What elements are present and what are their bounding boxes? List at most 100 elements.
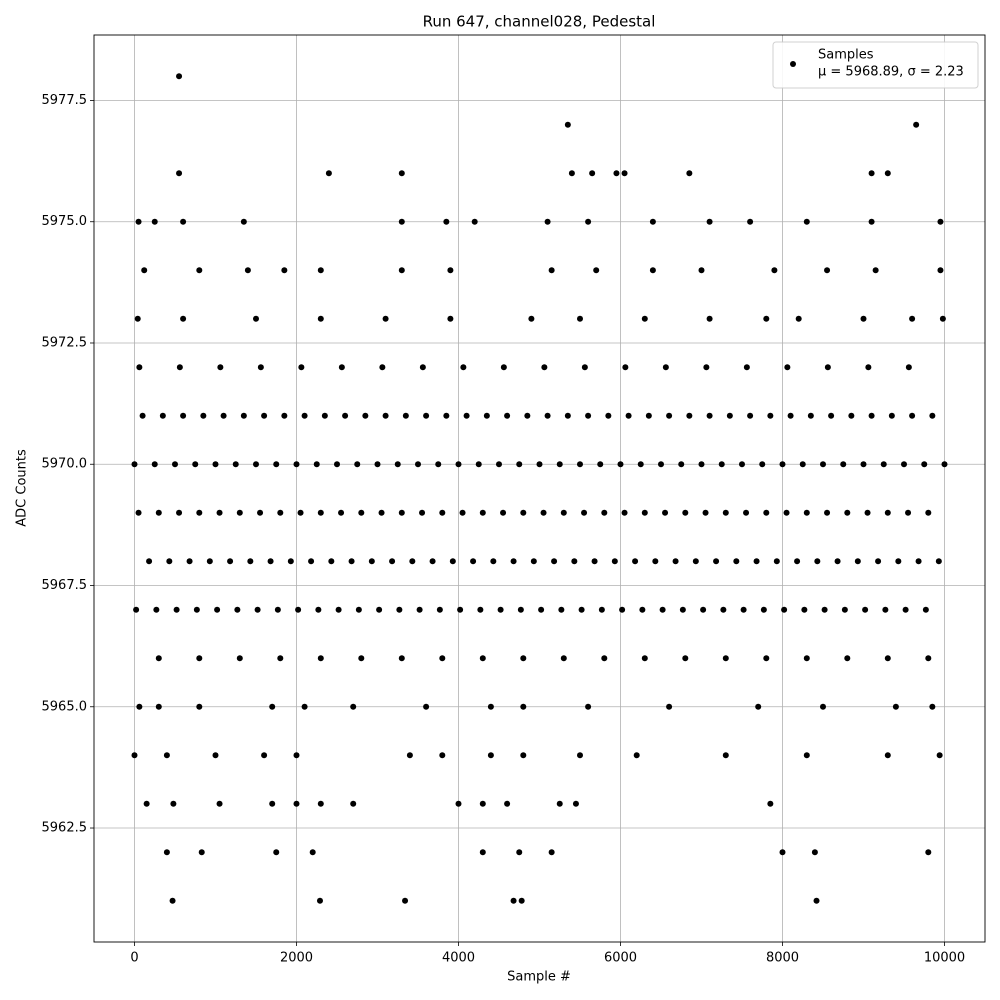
point [325, 170, 332, 177]
point [317, 655, 324, 662]
point [475, 461, 482, 468]
point [771, 267, 778, 274]
y-axis-label: ADC Counts [15, 449, 30, 527]
point [490, 558, 497, 565]
point [193, 606, 200, 613]
point [633, 752, 640, 759]
point [308, 558, 315, 565]
point [641, 509, 648, 516]
point [706, 315, 713, 322]
point [293, 461, 300, 468]
point [261, 412, 268, 419]
point [196, 655, 203, 662]
point [747, 412, 754, 419]
point [755, 703, 762, 710]
point [398, 509, 405, 516]
point [939, 315, 946, 322]
point [172, 461, 178, 468]
point [659, 606, 666, 613]
point [520, 752, 527, 759]
point [510, 897, 517, 904]
point [872, 267, 879, 274]
point [781, 606, 788, 613]
point [902, 606, 909, 613]
point [439, 655, 446, 662]
point [834, 558, 841, 565]
x-axis-label: Sample # [507, 970, 571, 985]
point [864, 509, 871, 516]
point [362, 412, 369, 419]
point [257, 364, 264, 371]
point [811, 849, 818, 856]
point [176, 170, 183, 177]
point [479, 849, 486, 856]
point [247, 558, 254, 565]
point [637, 461, 644, 468]
point [698, 267, 705, 274]
point [658, 461, 664, 468]
point [155, 509, 162, 516]
point [622, 364, 629, 371]
point [317, 509, 324, 516]
y-tick-label: 5962.5 [42, 821, 88, 836]
point [824, 509, 831, 516]
point [619, 606, 626, 613]
point [180, 218, 187, 225]
point [743, 364, 750, 371]
point [813, 897, 820, 904]
point [192, 461, 199, 468]
point [500, 364, 507, 371]
point [649, 267, 656, 274]
point [449, 558, 456, 565]
point [155, 655, 162, 662]
point [269, 703, 276, 710]
point [820, 461, 826, 468]
point [196, 703, 203, 710]
x-tick-label: 10000 [924, 951, 965, 966]
point [865, 364, 872, 371]
point [170, 800, 177, 807]
point [929, 412, 936, 419]
point [216, 509, 223, 516]
point [136, 364, 143, 371]
point [538, 606, 545, 613]
point [293, 752, 300, 759]
point [888, 412, 895, 419]
point [686, 170, 693, 177]
point [309, 849, 316, 856]
point [621, 170, 628, 177]
point [611, 558, 618, 565]
point [598, 606, 605, 613]
point [153, 606, 160, 613]
point [159, 412, 166, 419]
point [821, 606, 828, 613]
point [672, 558, 679, 565]
point [295, 606, 302, 613]
point [722, 655, 729, 662]
point [338, 509, 345, 516]
point [253, 461, 259, 468]
point [334, 461, 340, 468]
point [913, 121, 920, 128]
point [921, 461, 928, 468]
point [682, 655, 689, 662]
point [807, 412, 814, 419]
point [617, 461, 624, 468]
y-tick-label: 5967.5 [42, 578, 88, 593]
point [439, 752, 446, 759]
point [779, 461, 786, 468]
point [783, 509, 790, 516]
point [682, 509, 689, 516]
point [212, 752, 219, 759]
point [423, 412, 430, 419]
point [702, 509, 709, 516]
point [540, 509, 547, 516]
point [803, 752, 810, 759]
point [524, 412, 531, 419]
point [698, 461, 705, 468]
point [593, 267, 600, 274]
point [517, 606, 524, 613]
point [760, 606, 767, 613]
point [556, 461, 563, 468]
point [277, 509, 284, 516]
